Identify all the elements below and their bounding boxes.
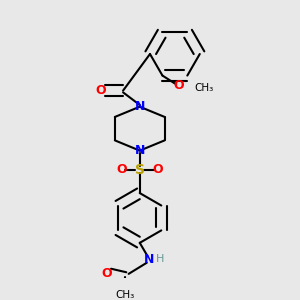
Text: O: O [153, 163, 163, 176]
Text: N: N [135, 144, 145, 157]
Text: CH₃: CH₃ [195, 83, 214, 93]
Text: S: S [135, 163, 145, 177]
Text: O: O [173, 79, 184, 92]
Text: H: H [156, 254, 164, 264]
Text: N: N [144, 253, 154, 266]
Text: O: O [102, 267, 112, 280]
Text: N: N [135, 100, 145, 113]
Text: O: O [116, 163, 127, 176]
Text: CH₃: CH₃ [116, 290, 135, 300]
Text: O: O [96, 84, 106, 97]
